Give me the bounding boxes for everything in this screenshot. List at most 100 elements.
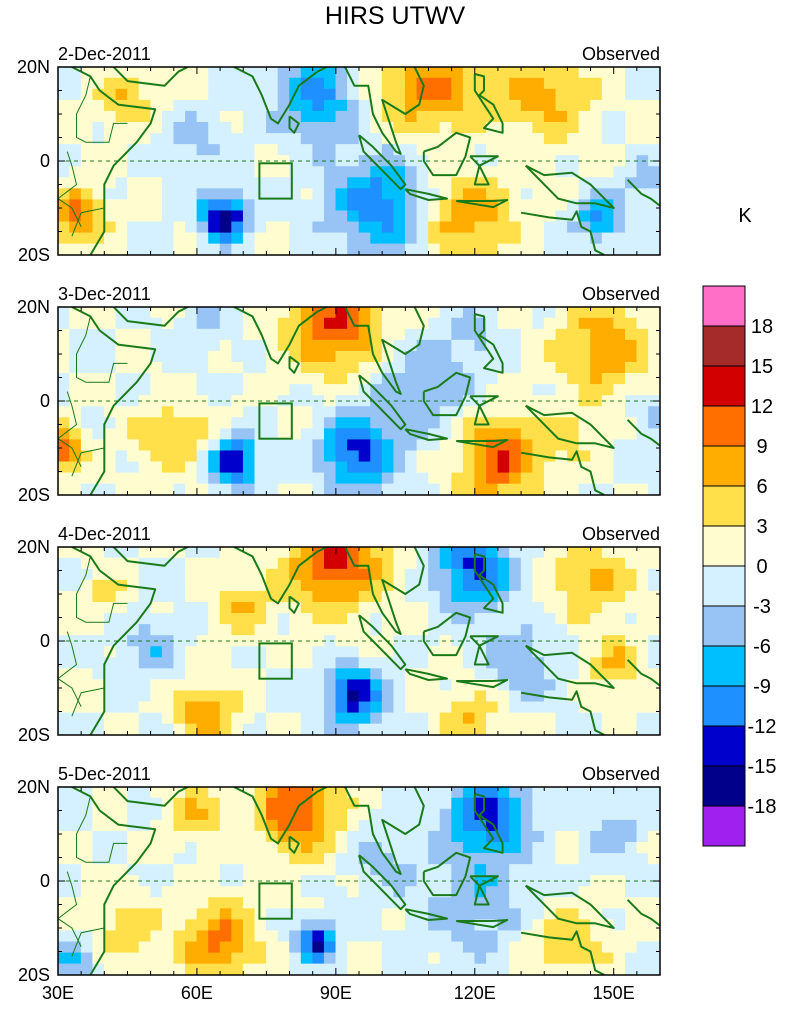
field-cell <box>497 188 510 201</box>
field-cell <box>335 919 348 932</box>
field-cell <box>486 67 499 79</box>
field-cell <box>613 88 626 101</box>
field-cell <box>335 144 348 156</box>
field-cell <box>381 483 395 495</box>
field-cell <box>509 723 522 735</box>
field-cell <box>347 88 360 101</box>
field-cell <box>58 797 70 810</box>
field-cell <box>115 199 128 212</box>
field-cell <box>231 613 244 625</box>
field-cell <box>208 668 221 681</box>
field-cell <box>509 941 522 954</box>
field-cell <box>358 384 371 396</box>
field-cell <box>231 590 244 603</box>
field-cell <box>451 963 464 975</box>
field-cell <box>347 690 360 703</box>
field-cell <box>601 472 614 485</box>
field-cell <box>277 67 290 79</box>
colorbar-label: -6 <box>753 636 771 658</box>
field-cell <box>92 144 105 156</box>
field-cell <box>428 941 441 954</box>
field-cell <box>451 121 464 134</box>
field-cell <box>231 450 244 463</box>
field-cell <box>208 350 221 363</box>
field-cell <box>277 701 290 714</box>
field-cell <box>115 450 128 463</box>
field-cell <box>624 121 638 134</box>
field-cell <box>266 133 279 145</box>
field-cell <box>381 557 395 570</box>
field-cell <box>266 188 279 201</box>
field-cell <box>127 808 140 821</box>
field-cell <box>219 941 232 954</box>
field-cell <box>439 668 452 681</box>
field-cell <box>439 77 452 90</box>
coastline <box>233 787 328 845</box>
field-cell <box>613 428 626 441</box>
field-cell <box>462 328 476 341</box>
field-cell <box>347 417 360 429</box>
field-cell <box>289 350 302 363</box>
coastline <box>112 787 189 807</box>
field-cell <box>289 963 302 975</box>
field-cell <box>370 841 383 854</box>
field-cell <box>416 144 429 156</box>
field-cell <box>219 875 232 887</box>
field-cell <box>439 243 452 255</box>
field-cell <box>231 110 244 123</box>
field-cell <box>138 243 151 255</box>
field-cell <box>648 350 660 363</box>
field-cell <box>590 373 603 385</box>
field-cell <box>520 952 533 965</box>
field-cell <box>196 657 209 669</box>
field-cell <box>543 963 557 975</box>
field-cell <box>497 919 510 932</box>
field-cell <box>555 188 568 201</box>
field-cell <box>347 930 360 943</box>
field-cell <box>219 210 232 223</box>
field-cell <box>555 406 568 418</box>
field-cell <box>543 668 557 681</box>
field-cell <box>300 361 313 374</box>
field-cell <box>405 384 418 396</box>
field-cell <box>138 657 151 669</box>
field-cell <box>578 886 591 898</box>
field-cell <box>323 373 337 385</box>
field-cell <box>347 864 360 876</box>
field-cell <box>486 864 499 876</box>
field-cell <box>439 919 452 932</box>
field-cell <box>393 121 406 134</box>
field-cell <box>613 841 626 854</box>
field-cell <box>289 908 302 921</box>
field-cell <box>520 417 533 429</box>
field-cell <box>219 77 232 90</box>
field-cell <box>428 339 441 352</box>
field-cell <box>347 155 360 167</box>
field-cell <box>92 439 105 452</box>
anomaly-field <box>58 787 660 975</box>
field-cell <box>393 963 406 975</box>
field-cell <box>115 657 128 669</box>
field-cell <box>242 188 256 201</box>
field-cell <box>115 417 128 429</box>
field-cell <box>80 568 94 581</box>
field-cell <box>208 110 221 123</box>
field-cell <box>381 361 395 374</box>
field-cell <box>624 361 638 374</box>
field-cell <box>555 307 568 319</box>
field-cell <box>266 121 279 134</box>
field-cell <box>323 787 337 799</box>
field-cell <box>127 712 140 725</box>
field-cell <box>312 317 325 330</box>
field-cell <box>624 635 638 647</box>
field-cell <box>381 930 395 943</box>
field-cell <box>416 723 429 735</box>
field-cell <box>636 450 649 463</box>
field-cell <box>451 67 464 79</box>
field-cell <box>613 417 626 429</box>
y-tick-label: 0 <box>40 391 50 411</box>
field-cell <box>150 690 163 703</box>
field-cell <box>613 579 626 592</box>
field-cell <box>161 590 175 603</box>
field-cell <box>242 830 256 843</box>
